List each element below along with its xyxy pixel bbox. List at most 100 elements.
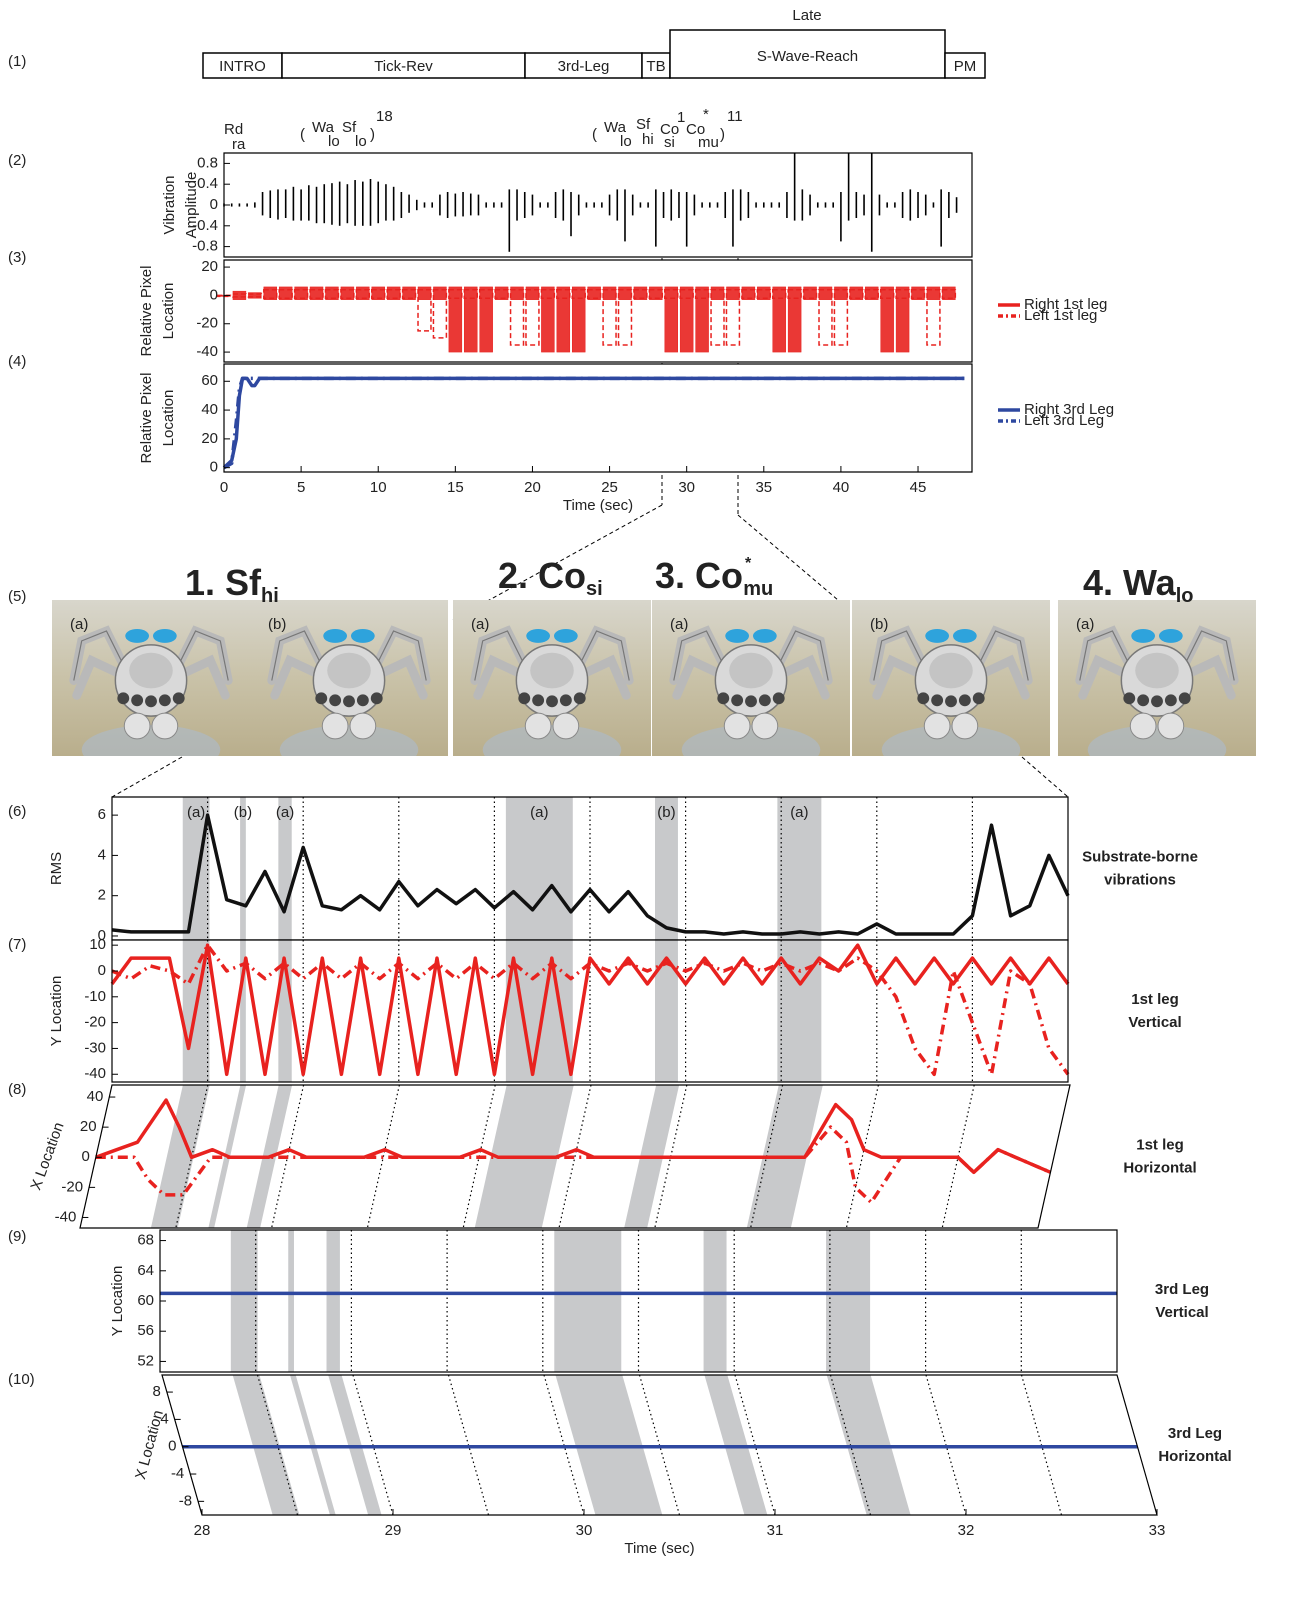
highlight-band — [288, 1230, 294, 1372]
range-bar — [479, 286, 493, 353]
legend-label: Left 3rd Leg — [1024, 412, 1104, 429]
y-tick-label: -0.8 — [192, 238, 218, 255]
y-axis-title: Relative Pixel — [138, 266, 155, 357]
y-tick-label: 0 — [98, 927, 106, 944]
range-outline — [741, 289, 756, 299]
annotation: Co — [686, 121, 705, 138]
legend-label: Left 1st leg — [1024, 307, 1097, 324]
timeline-segment — [281, 52, 526, 79]
range-outline — [633, 289, 648, 299]
y-tick-label: -40 — [55, 1208, 77, 1225]
annotation: si — [664, 134, 675, 151]
photo-label: (a) — [670, 616, 688, 633]
range-outline — [833, 289, 849, 346]
timeline-segment — [641, 52, 671, 79]
range-outline — [586, 289, 602, 299]
plot-frame — [223, 152, 973, 258]
range-outline — [648, 289, 664, 299]
timeline-segment — [669, 29, 946, 79]
range-outline — [355, 289, 371, 299]
range-outline — [525, 289, 540, 346]
highlight-band — [826, 1230, 871, 1372]
legend-label: Right 1st leg — [1024, 296, 1107, 313]
x-tick-label: 35 — [755, 479, 772, 496]
range-outline — [370, 289, 386, 299]
grid-line — [366, 1084, 400, 1229]
y-tick-label: 60 — [137, 1292, 154, 1309]
range-outline — [756, 289, 772, 299]
y-axis-title: Location — [160, 283, 177, 340]
photo-title: 2. Cosi — [498, 555, 603, 601]
y-tick-label: 0 — [210, 286, 218, 303]
range-outline — [602, 289, 617, 346]
annotation: Co — [660, 121, 679, 138]
range-bar — [448, 286, 463, 353]
y-tick-label: 40 — [201, 401, 218, 418]
annotation: 11 — [727, 108, 743, 125]
highlight-label: (a) — [187, 804, 205, 821]
panel-number: (2) — [8, 152, 26, 169]
photo-label: (a) — [1076, 616, 1094, 633]
y-axis-title: Relative Pixel — [138, 373, 155, 464]
x-tick-label: 40 — [833, 479, 850, 496]
annotation: mu — [698, 134, 719, 151]
panel-number: (6) — [8, 803, 26, 820]
x-tick-label: 29 — [385, 1522, 402, 1539]
side-label: 1st leg — [1131, 991, 1179, 1008]
side-label: Vertical — [1128, 1014, 1181, 1031]
timeline-segment — [202, 52, 283, 79]
annotation: ( — [300, 126, 305, 143]
range-bar — [602, 286, 617, 300]
timeline-segment — [944, 52, 986, 79]
photo-title-part: hi — [261, 585, 279, 607]
plot-frame — [223, 259, 973, 363]
timeline-label: Late — [792, 7, 821, 24]
range-outline — [787, 289, 802, 299]
range-outline — [664, 289, 679, 299]
range-outline — [494, 289, 509, 299]
y-tick-label: 20 — [201, 258, 218, 275]
side-label: Horizontal — [1158, 1448, 1231, 1465]
photo-title: 1. Sfhi — [185, 562, 279, 608]
range-outline — [617, 289, 633, 346]
annotation: 18 — [376, 108, 393, 125]
highlight-band — [655, 940, 678, 1082]
annotation: ra — [232, 136, 246, 153]
panel-number: (8) — [8, 1081, 26, 1098]
panel-number: (10) — [8, 1371, 35, 1388]
range-bar — [232, 290, 247, 300]
highlight-label: (b) — [234, 804, 252, 821]
range-outline — [463, 289, 478, 299]
y-tick-label: 8 — [153, 1383, 161, 1400]
annotation: lo — [328, 133, 340, 150]
y-tick-label: -20 — [84, 1014, 106, 1031]
range-outline — [509, 289, 525, 346]
timeline-segment-label: INTRO — [219, 58, 266, 75]
highlight-band — [777, 940, 822, 1082]
plot-area — [160, 1230, 1117, 1372]
range-bar — [541, 286, 555, 353]
range-bar — [510, 286, 524, 300]
range-outline — [540, 289, 556, 299]
panel-number: (7) — [8, 936, 26, 953]
y-tick-label: 10 — [89, 936, 106, 953]
x-tick-label: 32 — [958, 1522, 975, 1539]
x-axis-title: Time (sec) — [624, 1540, 694, 1557]
photo-title-part: 2. Co — [498, 555, 586, 596]
range-outline — [679, 289, 694, 299]
y-tick-label: 4 — [160, 1410, 168, 1427]
highlight-band — [703, 1230, 727, 1372]
y-axis-title: RMS — [48, 852, 65, 885]
plot-area — [224, 153, 972, 257]
range-outline — [771, 289, 787, 299]
highlight-label: (a) — [790, 804, 808, 821]
x-tick-label: 30 — [576, 1522, 593, 1539]
range-outline — [725, 289, 741, 346]
series-line — [111, 943, 1070, 1077]
series-line — [111, 813, 1070, 936]
y-tick-label: -20 — [61, 1178, 83, 1195]
range-bar — [417, 286, 432, 300]
highlight-band — [182, 797, 210, 940]
photo-label: (b) — [870, 616, 888, 633]
range-bar — [880, 286, 894, 353]
